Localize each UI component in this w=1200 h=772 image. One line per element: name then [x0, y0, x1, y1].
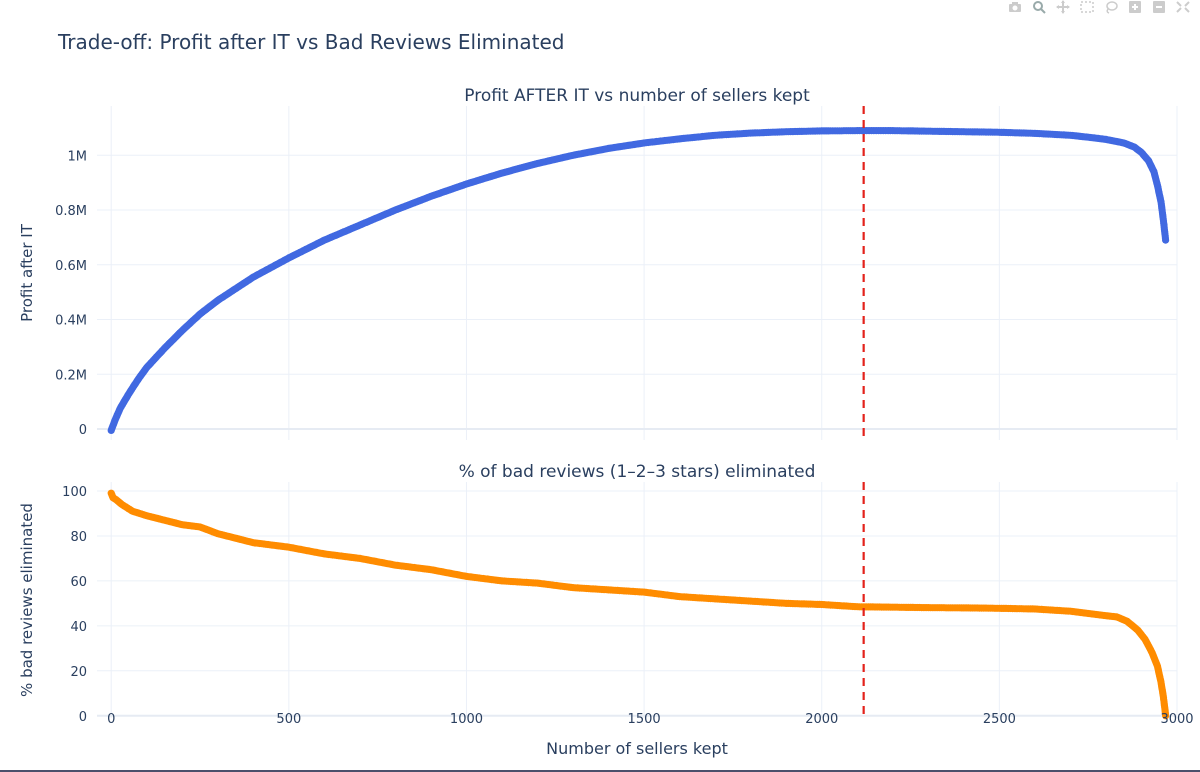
x-tick-label: 3000 [1160, 712, 1193, 727]
data-point [1162, 236, 1170, 244]
y-tick-label: 0.8M [55, 204, 87, 219]
x-tick-label: 500 [276, 712, 301, 727]
x-tick-label: 2000 [805, 712, 838, 727]
subplot-title-2: % of bad reviews (1–2–3 stars) eliminate… [459, 462, 816, 482]
zoom-in-icon[interactable] [1126, 0, 1144, 14]
chart-title: Trade-off: Profit after IT vs Bad Review… [57, 30, 564, 54]
y-tick-label: 1M [68, 149, 88, 164]
plot-modebar [1006, 0, 1192, 16]
zoom-out-icon[interactable] [1150, 0, 1168, 14]
y-tick-label: 0.4M [55, 314, 87, 329]
y-axis-label-2: % bad reviews eliminated [18, 503, 36, 697]
autoscale-icon[interactable] [1174, 0, 1192, 14]
x-tick-label: 2500 [983, 712, 1016, 727]
y-tick-label: 0 [79, 423, 87, 438]
y-tick-label: 0.6M [55, 259, 87, 274]
y-tick-label: 40 [70, 620, 87, 635]
y-tick-label: 0.2M [55, 368, 87, 383]
x-tick-label: 0 [107, 712, 115, 727]
data-point [1162, 712, 1170, 720]
pan-icon[interactable] [1054, 0, 1072, 14]
subplot-title-1: Profit AFTER IT vs number of sellers kep… [464, 86, 810, 106]
camera-icon[interactable] [1006, 0, 1024, 14]
y-axis-label-1: Profit after IT [18, 223, 36, 322]
x-tick-label: 1000 [450, 712, 483, 727]
y-tick-label: 0 [79, 710, 87, 725]
zoom-icon[interactable] [1030, 0, 1048, 14]
y-tick-label: 20 [70, 665, 87, 680]
x-axis-label: Number of sellers kept [546, 739, 728, 758]
y-tick-label: 80 [70, 530, 87, 545]
bottom-divider [0, 770, 1200, 772]
lasso-icon[interactable] [1102, 0, 1120, 14]
y-tick-label: 100 [62, 485, 87, 500]
box-select-icon[interactable] [1078, 0, 1096, 14]
y-tick-label: 60 [70, 575, 87, 590]
x-tick-label: 1500 [628, 712, 661, 727]
